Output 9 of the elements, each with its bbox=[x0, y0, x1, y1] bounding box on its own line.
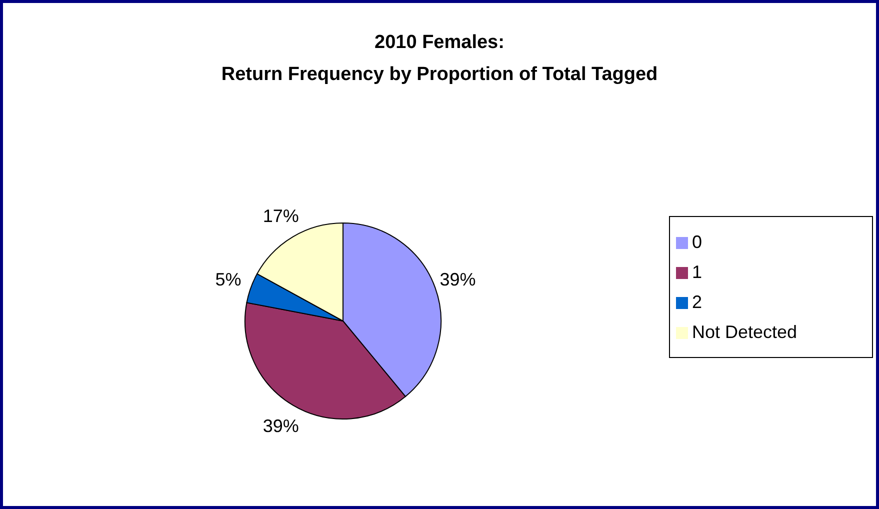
data-label: 5% bbox=[215, 270, 242, 290]
legend-label: 0 bbox=[692, 232, 702, 252]
data-label: 39% bbox=[440, 270, 476, 290]
legend-label: Not Detected bbox=[692, 322, 798, 342]
data-label: 39% bbox=[262, 416, 299, 436]
chart-title: 2010 Females: Return Frequency by Proportion of Total Tagged bbox=[220, 31, 659, 87]
data-label: 17% bbox=[262, 206, 299, 226]
legend-label: 2 bbox=[692, 292, 702, 312]
legend-label: 1 bbox=[692, 262, 702, 282]
